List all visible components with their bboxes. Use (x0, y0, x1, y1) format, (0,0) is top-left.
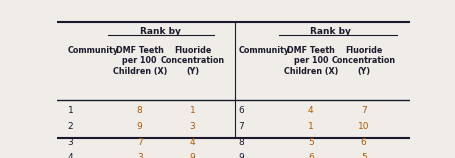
Text: 1: 1 (190, 106, 196, 115)
Text: 3: 3 (190, 122, 196, 131)
Text: 1: 1 (308, 122, 313, 131)
Text: 3: 3 (137, 153, 142, 158)
Text: 6: 6 (238, 106, 244, 115)
Text: 5: 5 (361, 153, 367, 158)
Text: 8: 8 (238, 138, 244, 147)
Text: 4: 4 (308, 106, 313, 115)
Text: 1: 1 (67, 106, 73, 115)
Text: 2: 2 (67, 122, 73, 131)
Text: 7: 7 (238, 122, 244, 131)
Text: 7: 7 (137, 138, 142, 147)
Text: 7: 7 (361, 106, 367, 115)
Text: DMF Teeth
per 100
Children (X): DMF Teeth per 100 Children (X) (283, 46, 338, 76)
Text: 8: 8 (137, 106, 142, 115)
Text: 5: 5 (308, 138, 313, 147)
Text: 9: 9 (190, 153, 196, 158)
Text: 4: 4 (67, 153, 73, 158)
Text: DMF Teeth
per 100
Children (X): DMF Teeth per 100 Children (X) (112, 46, 167, 76)
Text: 6: 6 (308, 153, 313, 158)
Text: Fluoride
Concentration
(Y): Fluoride Concentration (Y) (332, 46, 396, 76)
Text: 6: 6 (361, 138, 367, 147)
Text: 4: 4 (190, 138, 196, 147)
Text: Rank by: Rank by (310, 27, 351, 36)
Text: Community: Community (238, 46, 289, 55)
Text: Rank by: Rank by (141, 27, 182, 36)
Text: Fluoride
Concentration
(Y): Fluoride Concentration (Y) (161, 46, 225, 76)
Text: 3: 3 (67, 138, 73, 147)
Text: 9: 9 (137, 122, 142, 131)
Text: 9: 9 (238, 153, 244, 158)
Text: 10: 10 (358, 122, 369, 131)
Text: Community: Community (67, 46, 119, 55)
